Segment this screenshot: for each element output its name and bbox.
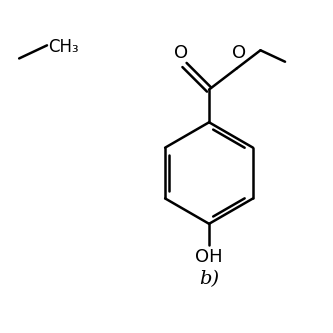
Text: b): b) (199, 270, 219, 288)
Text: O: O (174, 44, 188, 62)
Text: O: O (232, 44, 246, 62)
Text: CH₃: CH₃ (49, 38, 79, 56)
Text: OH: OH (195, 248, 223, 266)
